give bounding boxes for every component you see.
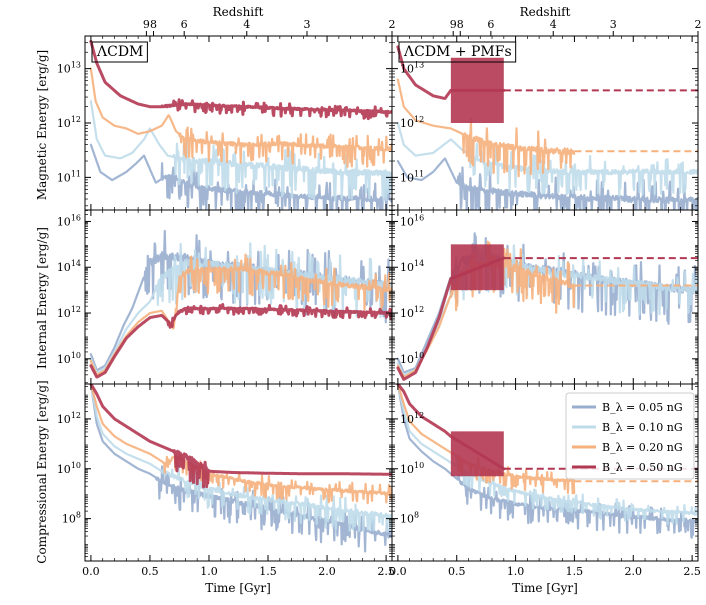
xtick-label: 1.0 (507, 565, 525, 578)
time-label-right: Time [Gyr] (512, 581, 578, 595)
ytick-label: 1013 (57, 61, 81, 76)
redshift-tick-label: 4 (550, 18, 557, 31)
panel-3-band-3 (450, 244, 504, 291)
redshift-tick-label: 3 (610, 18, 617, 31)
panel-1-series-1 (396, 121, 698, 198)
panel-title-box (91, 41, 148, 63)
ytick-label: 1013 (400, 61, 424, 76)
ytick-label: 1010 (400, 461, 424, 476)
panel-0-series-1 (89, 100, 392, 202)
ytick-label: 1014 (57, 259, 81, 274)
redshift-tick-label: 8 (457, 18, 464, 31)
xtick-label: 0.0 (82, 565, 100, 578)
panel-1-plot-area (396, 45, 698, 210)
legend-label-1: B_λ = 0.10 nG (602, 421, 683, 434)
panel-2-series-3 (89, 303, 392, 379)
panel-title-0: ΛCDM (96, 44, 143, 60)
redshift-label-right: Redshift (520, 5, 571, 19)
panel-5-series-2 (396, 384, 576, 495)
ytick-label: 1012 (57, 305, 81, 320)
panel-2-plot-area (89, 229, 392, 379)
ytick-label: 1012 (57, 411, 81, 426)
ytick-label: 1011 (57, 169, 81, 184)
ytick-label: 1016 (400, 213, 424, 228)
panel-4-series-0 (89, 384, 392, 553)
ytick-label: 1016 (57, 213, 81, 228)
panel-0-series-3 (89, 39, 392, 121)
ytick-label: 1014 (400, 259, 424, 274)
redshift-tick-label: 9 (450, 18, 457, 31)
xtick-label: 2.5 (683, 565, 701, 578)
legend: B_λ = 0.05 nG B_λ = 0.10 nG B_λ = 0.20 nG B… (565, 392, 695, 480)
ytick-label: 1012 (400, 115, 424, 130)
xtick-label: 0.5 (448, 565, 466, 578)
ylabel-compressional: Compressional Energy [erg/g] (35, 380, 49, 563)
legend-label-3: B_λ = 0.50 nG (602, 461, 683, 474)
redshift-tick-label: 6 (181, 18, 188, 31)
panel-1-series-2 (396, 78, 576, 178)
panel-0-plot-area (89, 39, 392, 210)
redshift-tick-label: 2 (695, 18, 702, 31)
ylabel-internal: Internal Energy [erg/g] (35, 227, 49, 369)
ytick-label: 108 (62, 511, 81, 526)
panel-5-plot-area (396, 384, 698, 539)
redshift-tick-label: 8 (150, 18, 157, 31)
ytick-label: 108 (400, 511, 419, 526)
ytick-label: 1012 (57, 115, 81, 130)
legend-frame (565, 392, 695, 480)
panel-4-plot-area (89, 384, 392, 553)
redshift-tick-label: 3 (303, 18, 310, 31)
panel-3-plot-area (396, 232, 698, 381)
redshift-tick-label: 4 (243, 18, 250, 31)
legend-label-0: B_λ = 0.05 nG (602, 401, 683, 414)
xtick-label: 1.0 (200, 565, 218, 578)
xtick-label: 1.5 (566, 565, 584, 578)
panel-2-series-2 (89, 253, 392, 376)
panel-2-series-0 (89, 229, 392, 372)
panel-1-band-3 (450, 57, 504, 123)
xtick-label: 0.5 (141, 565, 159, 578)
ylabel-magnetic: Magnetic Energy [erg/g] (35, 50, 49, 200)
redshift-tick-label: 9 (143, 18, 150, 31)
xtick-label: 2.0 (625, 565, 643, 578)
ytick-label: 1012 (400, 411, 424, 426)
panel-5-series-1 (396, 384, 698, 526)
xtick-label: 2.5 (377, 565, 395, 578)
panel-4-series-3 (89, 384, 392, 489)
panel-5-series-0 (396, 384, 698, 539)
panel-title-1: ΛCDM + PMFs (403, 44, 512, 60)
ytick-label: 1011 (400, 169, 424, 184)
panel-title-box (398, 41, 517, 63)
xtick-label: 1.5 (259, 565, 277, 578)
xtick-label: 2.0 (318, 565, 336, 578)
legend-label-2: B_λ = 0.20 nG (602, 441, 683, 454)
panel-0-series-2 (89, 67, 392, 168)
xtick-label: 0.0 (389, 565, 407, 578)
panel-4-series-1 (89, 384, 392, 533)
panel-5-band-3 (450, 431, 504, 477)
time-label-left: Time [Gyr] (205, 581, 271, 595)
redshift-label-left: Redshift (213, 5, 264, 19)
panel-1-series-0 (396, 157, 698, 210)
ytick-label: 1010 (57, 461, 81, 476)
ytick-label: 1010 (57, 351, 81, 366)
redshift-tick-label: 2 (389, 18, 396, 31)
ytick-label: 1012 (400, 305, 424, 320)
panel-4-series-2 (89, 384, 392, 505)
redshift-tick-label: 6 (487, 18, 494, 31)
